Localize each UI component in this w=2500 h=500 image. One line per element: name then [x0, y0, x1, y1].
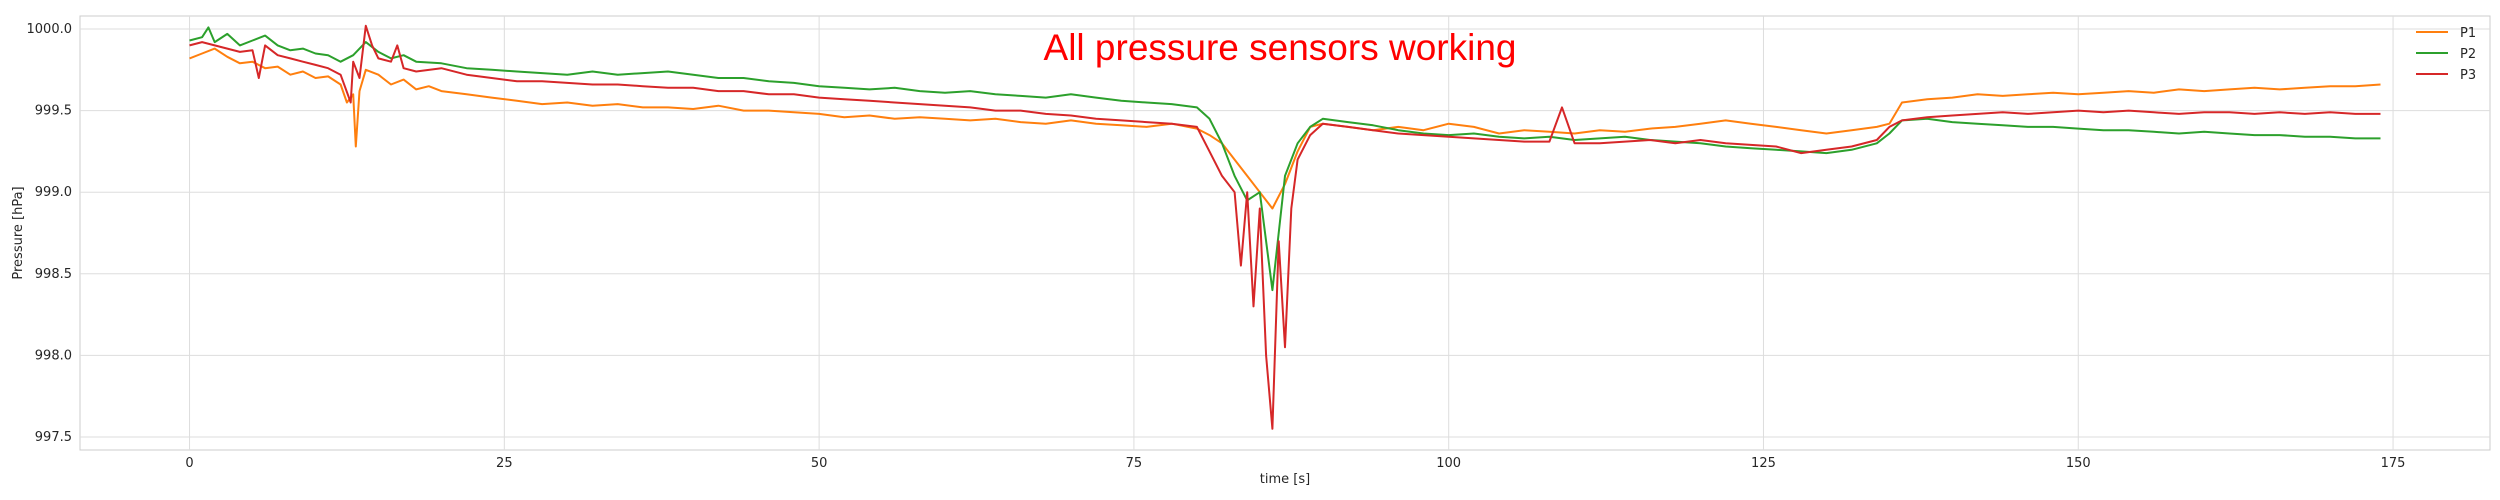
y-tick-label: 1000.0	[27, 22, 73, 37]
x-tick-label: 175	[2381, 456, 2406, 471]
plot-area	[79, 15, 2491, 451]
y-tick-label: 999.5	[35, 104, 72, 119]
legend: P1 P2 P3	[2416, 26, 2476, 83]
y-tick-label: 999.0	[35, 185, 72, 200]
chart-annotation: All pressure sensors working	[1044, 27, 1517, 68]
legend-label-p1: P1	[2460, 26, 2476, 41]
x-tick-label: 150	[2066, 456, 2091, 471]
y-tick-label: 997.5	[35, 430, 72, 445]
series-lines	[189, 24, 2381, 430]
tick-labels: 0 25 50 75 100 125 150 175 997.5 998.0 998.5 999.0 9…	[27, 22, 2406, 471]
x-tick-label: 25	[496, 456, 513, 471]
x-axis-label: time [s]	[1260, 472, 1310, 487]
y-tick-label: 998.5	[35, 267, 72, 282]
y-tick-label: 998.0	[35, 348, 72, 363]
series-line-p3	[189, 24, 2381, 430]
y-axis-label: Pressure [hPa]	[11, 186, 26, 279]
x-tick-label: 125	[1751, 456, 1776, 471]
x-tick-label: 50	[811, 456, 828, 471]
x-tick-label: 75	[1126, 456, 1143, 471]
legend-label-p2: P2	[2460, 47, 2476, 62]
legend-label-p3: P3	[2460, 68, 2476, 83]
x-tick-label: 0	[185, 456, 193, 471]
x-tick-label: 100	[1436, 456, 1461, 471]
